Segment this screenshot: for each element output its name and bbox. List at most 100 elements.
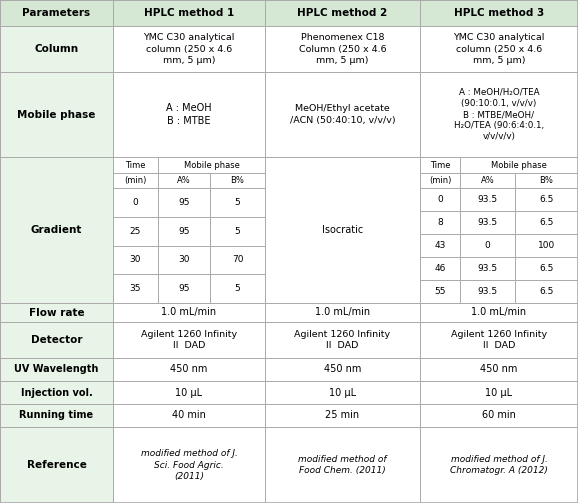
Text: Reference: Reference: [27, 460, 87, 470]
Text: Isocratic: Isocratic: [322, 225, 363, 235]
Text: 10 μL: 10 μL: [176, 387, 202, 397]
Bar: [0, 72, 113, 157]
Bar: [265, 0, 420, 26]
Bar: [113, 217, 158, 245]
Text: Detector: Detector: [31, 335, 82, 345]
Bar: [420, 404, 578, 427]
Bar: [113, 427, 265, 503]
Text: 8: 8: [437, 218, 443, 227]
Bar: [420, 211, 460, 234]
Text: 450 nm: 450 nm: [480, 365, 518, 375]
Text: 95: 95: [178, 198, 190, 207]
Bar: [0, 26, 113, 72]
Bar: [158, 217, 210, 245]
Bar: [460, 188, 515, 211]
Text: 10 μL: 10 μL: [486, 387, 513, 397]
Bar: [460, 173, 515, 188]
Text: Mobile phase: Mobile phase: [491, 160, 547, 170]
Bar: [0, 404, 113, 427]
Bar: [113, 72, 265, 157]
Text: HPLC method 3: HPLC method 3: [454, 8, 544, 18]
Text: Gradient: Gradient: [31, 225, 82, 235]
Text: Time: Time: [125, 160, 146, 170]
Bar: [113, 157, 265, 303]
Bar: [515, 280, 578, 303]
Bar: [113, 303, 265, 322]
Text: UV Wavelength: UV Wavelength: [14, 365, 99, 375]
Bar: [113, 157, 158, 173]
Bar: [0, 358, 113, 381]
Bar: [113, 188, 158, 217]
Text: 70: 70: [232, 256, 243, 265]
Bar: [265, 303, 420, 322]
Bar: [420, 280, 460, 303]
Bar: [420, 0, 578, 26]
Bar: [515, 173, 578, 188]
Text: 6.5: 6.5: [539, 287, 554, 296]
Text: MeOH/Ethyl acetate
/ACN (50:40:10, v/v/v): MeOH/Ethyl acetate /ACN (50:40:10, v/v/v…: [290, 105, 395, 125]
Text: A%: A%: [177, 176, 191, 185]
Text: Phenomenex C18
Column (250 x 4.6
mm, 5 μm): Phenomenex C18 Column (250 x 4.6 mm, 5 μ…: [299, 33, 386, 64]
Text: 6.5: 6.5: [539, 264, 554, 273]
Bar: [420, 188, 460, 211]
Text: 1.0 mL/min: 1.0 mL/min: [161, 307, 217, 317]
Bar: [113, 322, 265, 358]
Text: 6.5: 6.5: [539, 218, 554, 227]
Text: 43: 43: [434, 241, 446, 250]
Text: 93.5: 93.5: [477, 218, 498, 227]
Bar: [158, 157, 265, 173]
Text: 93.5: 93.5: [477, 264, 498, 273]
Text: Agilent 1260 Infinity
II  DAD: Agilent 1260 Infinity II DAD: [141, 330, 237, 350]
Text: YMC C30 analytical
column (250 x 4.6
mm, 5 μm): YMC C30 analytical column (250 x 4.6 mm,…: [143, 33, 235, 64]
Text: 95: 95: [178, 284, 190, 293]
Text: A%: A%: [481, 176, 494, 185]
Bar: [265, 26, 420, 72]
Text: (min): (min): [429, 176, 451, 185]
Bar: [158, 173, 210, 188]
Text: 93.5: 93.5: [477, 287, 498, 296]
Bar: [420, 427, 578, 503]
Text: 93.5: 93.5: [477, 195, 498, 204]
Text: 5: 5: [235, 284, 240, 293]
Text: 30: 30: [129, 256, 141, 265]
Text: 450 nm: 450 nm: [171, 365, 208, 375]
Text: 60 min: 60 min: [482, 410, 516, 421]
Text: Mobile phase: Mobile phase: [17, 110, 96, 120]
Text: 1.0 mL/min: 1.0 mL/min: [315, 307, 370, 317]
Text: 0: 0: [132, 198, 138, 207]
Bar: [420, 72, 578, 157]
Bar: [420, 26, 578, 72]
Bar: [113, 26, 265, 72]
Text: Injection vol.: Injection vol.: [21, 387, 92, 397]
Bar: [113, 274, 158, 303]
Bar: [460, 211, 515, 234]
Text: modified method of
Food Chem. (2011): modified method of Food Chem. (2011): [298, 455, 387, 475]
Bar: [265, 404, 420, 427]
Bar: [515, 211, 578, 234]
Bar: [460, 257, 515, 280]
Bar: [265, 157, 420, 303]
Bar: [210, 188, 265, 217]
Bar: [113, 404, 265, 427]
Bar: [515, 188, 578, 211]
Text: Running time: Running time: [20, 410, 94, 421]
Text: 40 min: 40 min: [172, 410, 206, 421]
Bar: [460, 157, 578, 173]
Bar: [0, 157, 113, 303]
Text: Agilent 1260 Infinity
II  DAD: Agilent 1260 Infinity II DAD: [451, 330, 547, 350]
Text: B%: B%: [231, 176, 244, 185]
Text: (min): (min): [124, 176, 147, 185]
Text: 450 nm: 450 nm: [324, 365, 361, 375]
Bar: [158, 245, 210, 274]
Bar: [113, 381, 265, 404]
Text: YMC C30 analytical
column (250 x 4.6
mm, 5 μm): YMC C30 analytical column (250 x 4.6 mm,…: [453, 33, 544, 64]
Text: modified method of J.
Chromatogr. A (2012): modified method of J. Chromatogr. A (201…: [450, 455, 548, 475]
Bar: [420, 173, 460, 188]
Bar: [0, 0, 113, 26]
Bar: [460, 234, 515, 257]
Bar: [460, 280, 515, 303]
Text: 55: 55: [434, 287, 446, 296]
Text: 95: 95: [178, 227, 190, 235]
Bar: [113, 173, 158, 188]
Text: A : MeOH/H₂O/TEA
(90:10:0.1, v/v/v)
B : MTBE/MeOH/
H₂O/TEA (90:6:4:0.1,
v/v/v/v): A : MeOH/H₂O/TEA (90:10:0.1, v/v/v) B : …: [454, 88, 544, 141]
